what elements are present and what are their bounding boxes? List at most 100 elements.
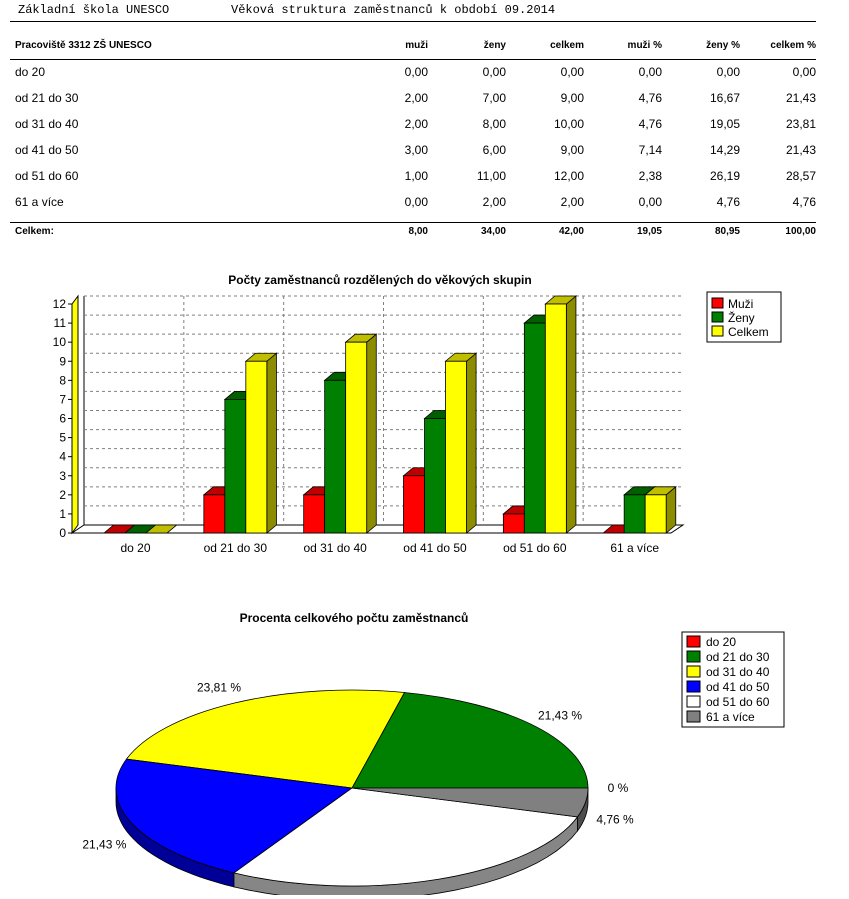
report-title: Věková struktura zaměstnanců k období 09… <box>231 3 556 17</box>
table-cell: 0,00 <box>404 65 428 79</box>
table-cell: 21,43 <box>785 91 816 105</box>
pie-slice-1 <box>351 692 589 789</box>
bar-front <box>544 303 567 534</box>
table-cell: 0,00 <box>560 65 584 79</box>
bar-front <box>324 379 347 534</box>
table-cell: 9,00 <box>560 143 584 157</box>
legend-swatch <box>686 710 701 723</box>
col-header: muži % <box>627 39 662 51</box>
table-row: od 41 do 50 3,00 6,00 9,00 7,14 14,29 21… <box>10 137 816 163</box>
total-cell: 8,00 <box>408 225 428 237</box>
table-cell: 4,76 <box>716 195 740 209</box>
x-tick-label: od 31 do 40 <box>303 541 367 555</box>
legend-swatch <box>711 311 724 323</box>
table-cell: 16,67 <box>709 91 740 105</box>
table-cell: 2,00 <box>404 117 428 131</box>
table-cell: 0,00 <box>716 65 740 79</box>
bar-front <box>345 341 368 534</box>
total-cell: 80,95 <box>714 225 740 237</box>
pie-chart-title: Procenta celkového počtu zaměstnanců <box>240 611 469 625</box>
table-total-row: Celkem: 8,00 34,00 42,00 19,05 80,95 100… <box>10 215 816 247</box>
y-tick-label: 4 <box>59 450 66 464</box>
table-cell: 10,00 <box>553 117 584 131</box>
bar-front <box>424 418 446 534</box>
bar-celkem <box>644 485 677 534</box>
bar-chart-title: Počty zaměstnanců rozdělených do věkovýc… <box>228 273 531 287</box>
bar-front <box>644 494 667 534</box>
legend-swatch <box>711 297 724 309</box>
legend-swatch <box>686 680 701 693</box>
bar-side <box>266 352 277 534</box>
table-cell: 4,76 <box>792 195 816 209</box>
legend-swatch <box>686 665 701 678</box>
legend-swatch <box>711 325 724 337</box>
bar-top <box>144 524 178 534</box>
y-tick-label: 0 <box>59 526 66 540</box>
bar-front <box>403 475 425 534</box>
legend-label: od 21 do 30 <box>706 650 770 664</box>
table-cell: 26,19 <box>709 169 740 183</box>
table-cell: 4,76 <box>638 117 662 131</box>
bar-celkem <box>444 352 478 534</box>
bar-front <box>224 399 247 534</box>
table-cell: 0,00 <box>638 65 662 79</box>
table-cell: 23,81 <box>785 117 816 131</box>
legend-label: Ženy <box>728 310 755 325</box>
total-cell: 42,00 <box>558 225 584 237</box>
bar-celkem <box>244 352 278 534</box>
legend-swatch <box>686 650 701 663</box>
legend-label: Muži <box>728 297 753 311</box>
total-label: Celkem: <box>15 225 54 237</box>
y-tick-label: 5 <box>59 431 66 445</box>
table-row: od 31 do 40 2,00 8,00 10,00 4,76 19,05 2… <box>10 111 816 137</box>
legend-label: od 41 do 50 <box>706 680 770 694</box>
table-cell: 2,38 <box>638 169 662 183</box>
legend-label: 61 a více <box>706 710 755 724</box>
bar-front <box>623 494 646 534</box>
pie-chart: Procenta celkového počtu zaměstnanců 0 % 2… <box>82 611 785 895</box>
y-tick-label: 11 <box>54 316 67 330</box>
y-tick-label: 7 <box>59 392 66 406</box>
table-cell: 2,00 <box>482 195 506 209</box>
table-cell: 28,57 <box>785 169 816 183</box>
bar-front <box>445 360 467 534</box>
bar-celkem <box>144 524 178 534</box>
table-cell: 7,00 <box>482 91 506 105</box>
row-label: od 31 do 40 <box>15 117 79 131</box>
row-label: do 20 <box>15 65 46 79</box>
bar-side <box>565 295 577 534</box>
table-cell: 19,05 <box>709 117 740 131</box>
table-cell: 4,76 <box>638 91 662 105</box>
y-axis-wall <box>71 294 79 535</box>
bar-side <box>366 333 377 534</box>
y-tick-label: 8 <box>59 373 66 387</box>
y-tick-label: 9 <box>59 354 66 368</box>
col-header: ženy % <box>706 39 740 51</box>
bar-front <box>502 513 525 534</box>
col-header: muži <box>405 39 428 51</box>
top-rule <box>10 21 816 22</box>
legend-swatch <box>686 635 701 648</box>
y-tick-label: 3 <box>59 469 66 483</box>
table-cell: 1,00 <box>404 169 428 183</box>
bar-chart: Počty zaměstnanců rozdělených do věkovýc… <box>53 273 782 555</box>
pie-slice-2 <box>125 689 406 789</box>
pie-slice-5 <box>351 787 589 818</box>
x-tick-label: od 41 do 50 <box>403 541 467 555</box>
y-tick-label: 1 <box>59 507 66 521</box>
x-tick-label: od 21 do 30 <box>204 541 268 555</box>
y-tick-label: 6 <box>59 412 66 426</box>
total-cell: 19,05 <box>636 225 662 237</box>
bar-front <box>523 322 546 534</box>
workplace-label: Pracoviště 3312 ZŠ UNESCO <box>15 39 152 51</box>
pie-value-label: 21,43 % <box>82 837 126 851</box>
pie-value-label: 0 % <box>608 781 629 795</box>
table-header-row: Pracoviště 3312 ZŠ UNESCO muži ženy celk… <box>10 31 816 59</box>
legend-label: do 20 <box>706 635 736 649</box>
pie-value-label: 4,76 % <box>596 812 634 826</box>
table-cell: 6,00 <box>482 143 506 157</box>
total-cell: 100,00 <box>785 225 816 237</box>
x-tick-label: do 20 <box>120 541 150 555</box>
